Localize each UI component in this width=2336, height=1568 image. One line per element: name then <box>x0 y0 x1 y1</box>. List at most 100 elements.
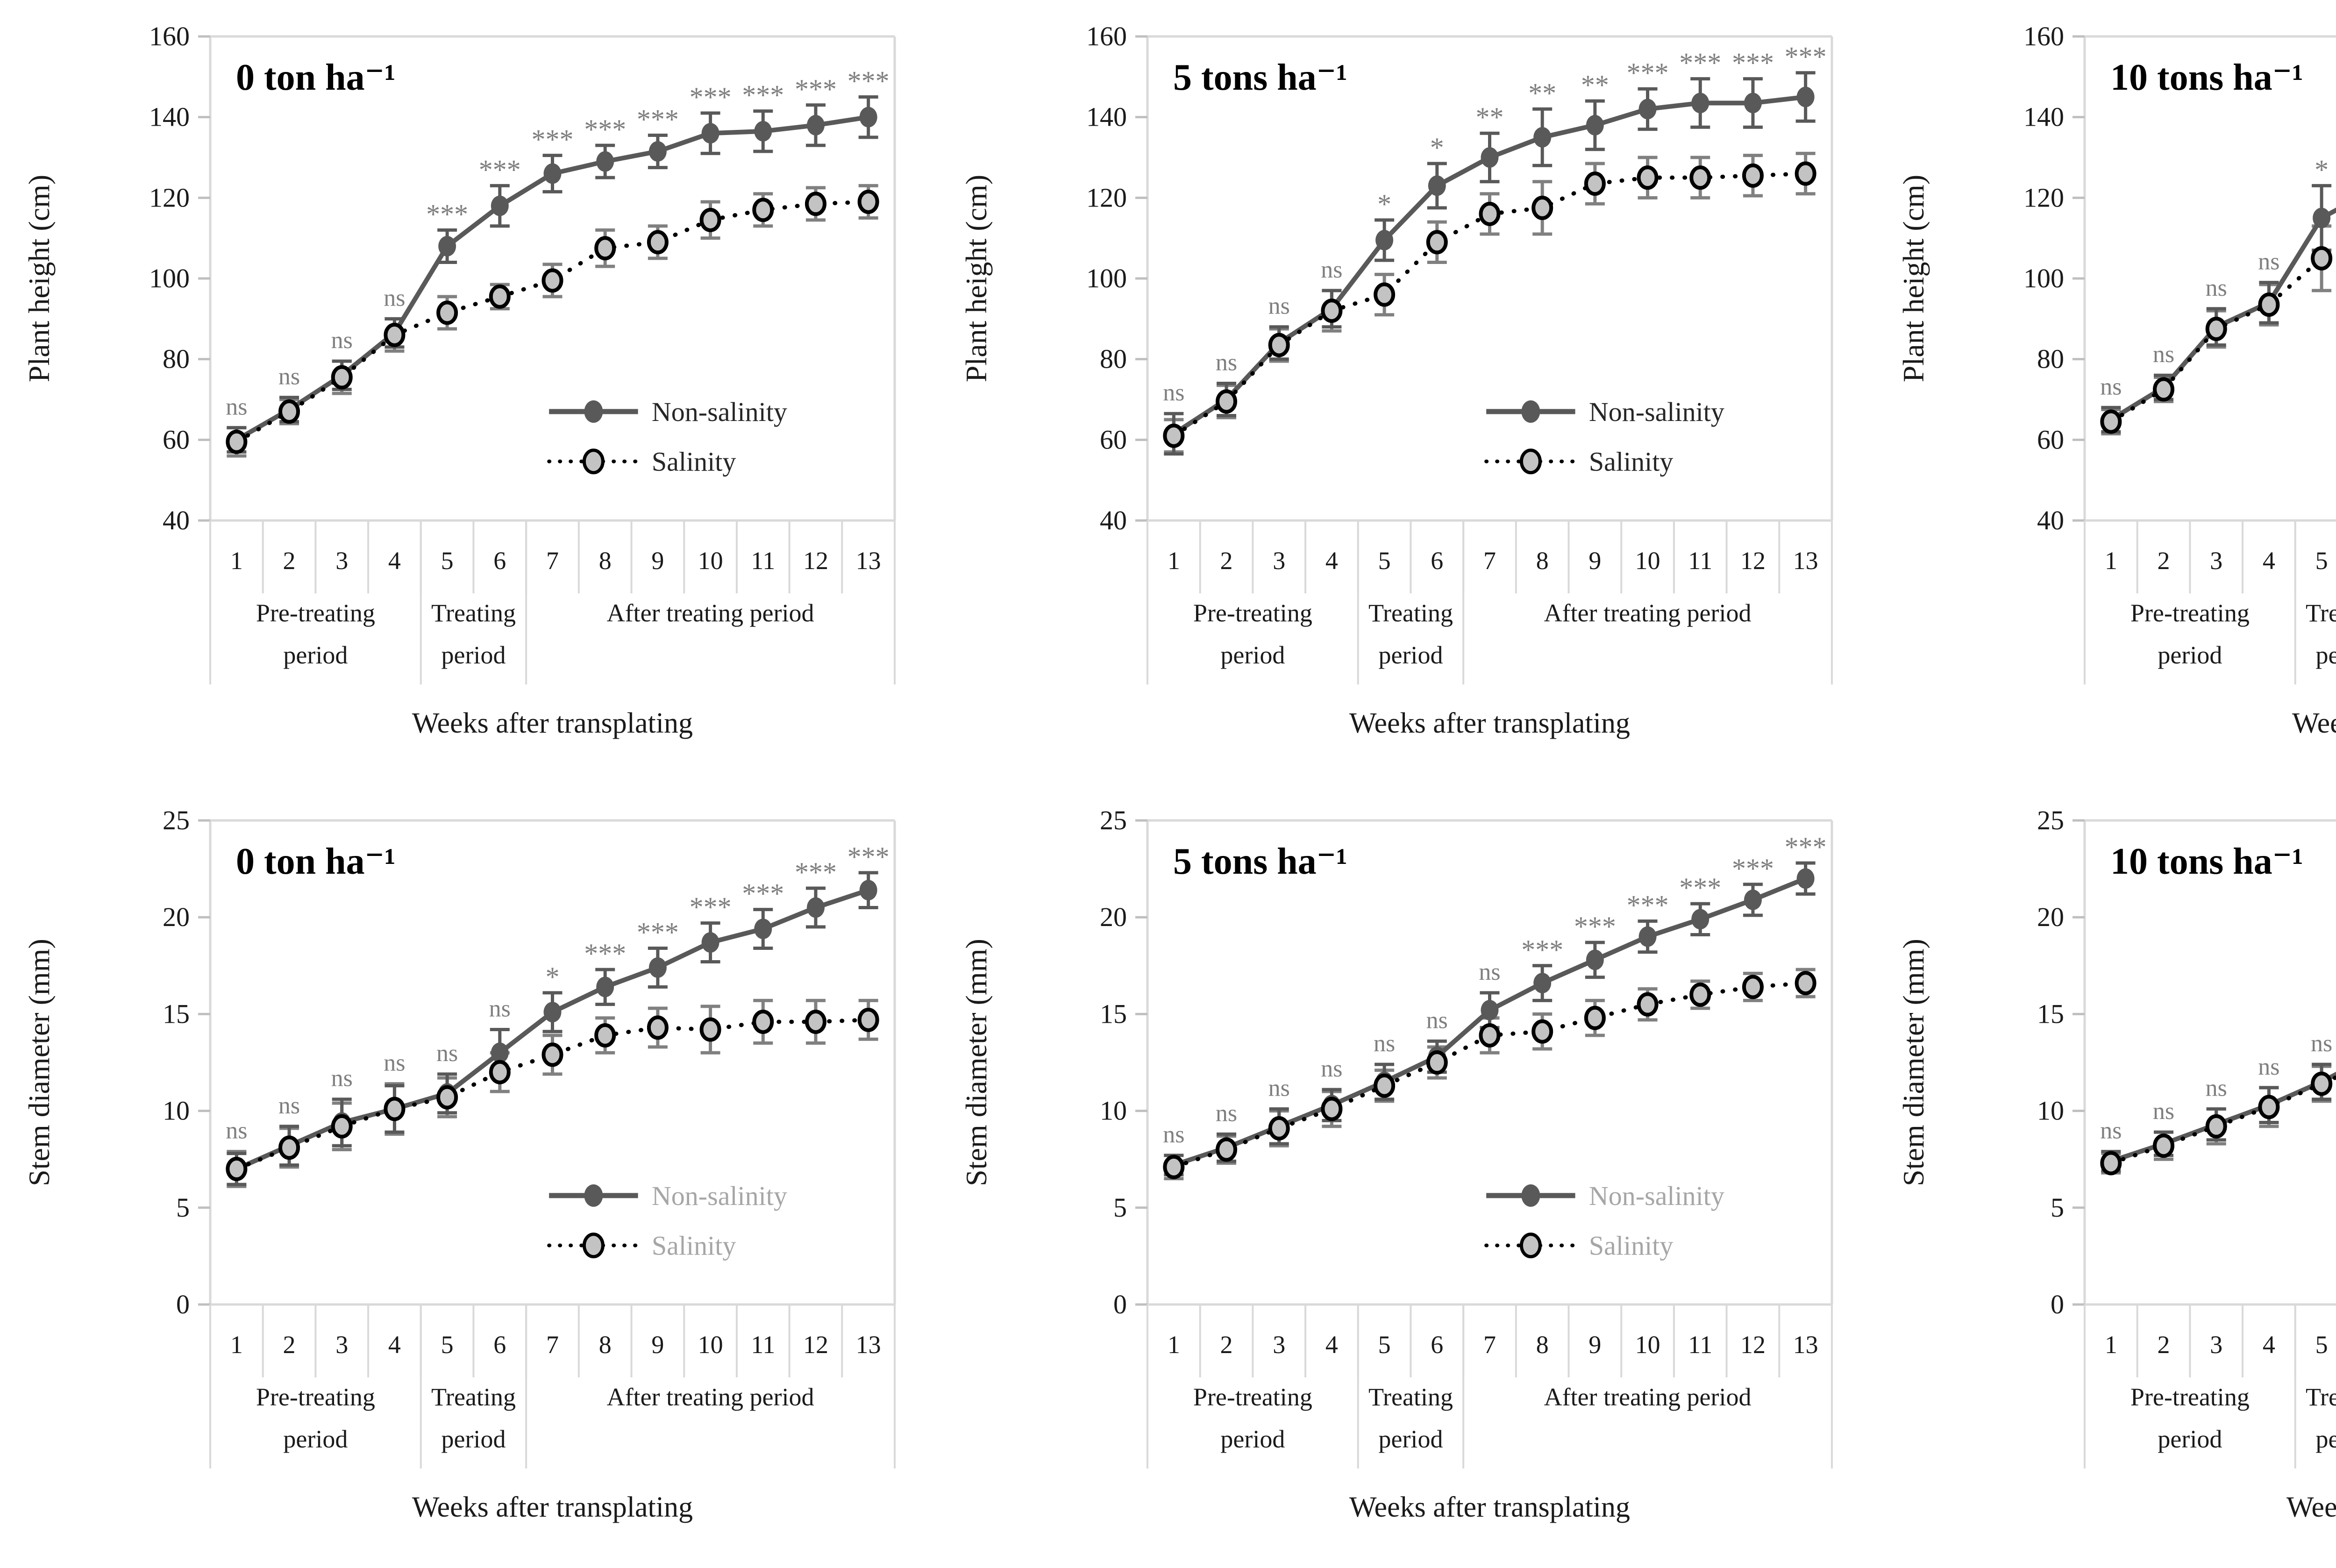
data-point-non-salinity <box>859 107 877 128</box>
data-point-salinity <box>2153 1133 2175 1158</box>
x-axis-title: Weeks after transplating <box>1349 1491 1630 1523</box>
week-label: 3 <box>1273 1331 1285 1359</box>
legend-label-non-salinity: Non-salinity <box>652 397 787 427</box>
data-point-non-salinity <box>491 1042 509 1063</box>
series-salinity-markers <box>2100 246 2333 434</box>
significance-label: ns <box>226 393 247 420</box>
chart-cell-plant-height-10tons: 160 140 120 100 80 60 40 Plant height (cm) 1 2 3 4 5… <box>1874 0 2336 784</box>
data-point-salinity <box>2205 1114 2227 1139</box>
data-point-salinity <box>699 207 721 232</box>
data-point-salinity <box>1742 975 1764 999</box>
week-label: 6 <box>493 547 506 575</box>
period-label: period <box>441 641 506 669</box>
plot-frame <box>209 819 896 1306</box>
period-label: period <box>2158 1425 2222 1453</box>
period-label: period <box>1378 1425 1443 1453</box>
significance-label: ns <box>1216 1100 1237 1126</box>
data-point-salinity <box>1163 423 1185 448</box>
week-label: 2 <box>2158 547 2170 575</box>
data-point-non-salinity <box>1744 889 1762 910</box>
significance-labels: ns ns ns ns ns ns ns *** *** *** *** *** *** <box>1163 832 1826 1148</box>
chart-title: 0 ton ha⁻¹ <box>236 57 396 98</box>
data-point-non-salinity <box>806 114 825 135</box>
significance-label: ns <box>2311 1030 2332 1057</box>
y-axis-label: Stem diameter (mm) <box>1897 939 1930 1186</box>
y-axis: 160 140 120 100 80 60 40 <box>1086 21 1147 535</box>
period-label: Treating <box>2306 599 2336 627</box>
period-label: period <box>1220 641 1285 669</box>
data-point-salinity <box>1216 1137 1238 1162</box>
chart-title: 10 tons ha⁻¹ <box>2110 841 2303 882</box>
data-point-salinity <box>1795 971 1816 996</box>
week-label: 4 <box>388 547 401 575</box>
significance-label: *** <box>1679 872 1721 903</box>
y-tick-label: 5 <box>2051 1192 2064 1223</box>
significance-label: ns <box>1321 257 1342 283</box>
data-point-non-salinity <box>1375 229 1394 250</box>
significance-label: *** <box>742 878 784 909</box>
week-label: 1 <box>1168 547 1180 575</box>
week-label: 10 <box>698 1331 723 1359</box>
y-axis: 160 140 120 100 80 60 40 <box>149 21 210 535</box>
legend-label-salinity: Salinity <box>652 1231 736 1261</box>
significance-label: ns <box>1374 1030 1395 1057</box>
y-tick-label: 120 <box>2023 182 2064 213</box>
significance-label: ns <box>226 1118 247 1144</box>
data-point-salinity <box>278 399 300 424</box>
data-point-salinity <box>384 322 406 347</box>
y-axis: 25 20 15 10 5 0 <box>2037 805 2085 1319</box>
week-label: 1 <box>2105 547 2117 575</box>
legend-label-salinity: Salinity <box>1589 1231 1673 1261</box>
data-point-non-salinity <box>1586 114 1604 135</box>
data-point-non-salinity <box>754 121 772 142</box>
data-point-salinity <box>1637 992 1659 1017</box>
week-label: 10 <box>1635 1331 1660 1359</box>
y-tick-label: 15 <box>2037 998 2064 1029</box>
y-axis-label: Stem diameter (mm) <box>22 939 56 1186</box>
period-label: After treating period <box>607 599 814 627</box>
period-label: Treating <box>1368 1383 1453 1411</box>
significance-label: *** <box>1627 57 1669 88</box>
x-axis-title: Weeks after transplating <box>412 707 693 739</box>
legend-item-non-salinity: Non-salinity <box>1486 397 1724 427</box>
data-point-non-salinity <box>859 880 877 901</box>
data-point-salinity <box>489 284 511 309</box>
week-label: 11 <box>751 1331 775 1359</box>
data-point-salinity <box>278 1135 300 1160</box>
significance-label: ns <box>1163 1121 1184 1148</box>
week-label: 5 <box>441 1331 454 1359</box>
chart-title: 0 ton ha⁻¹ <box>236 841 396 882</box>
data-point-non-salinity <box>1638 99 1657 120</box>
y-tick-label: 80 <box>1100 344 1127 374</box>
significance-label: *** <box>1679 48 1721 78</box>
chart-cell-stem-diameter-5tons: 25 20 15 10 5 0 Stem diameter (mm) 1 2 3 4 5 6 7 8 9 10 1… <box>937 784 1874 1568</box>
data-point-salinity <box>647 230 669 255</box>
significance-label: *** <box>1732 853 1774 884</box>
series-salinity-markers <box>1163 971 1816 1179</box>
data-point-salinity <box>1479 201 1501 226</box>
significance-label: *** <box>690 892 732 923</box>
significance-label: *** <box>690 82 732 113</box>
data-point-salinity <box>752 1009 774 1034</box>
week-label: 4 <box>2263 547 2275 575</box>
data-point-salinity <box>2258 1095 2280 1119</box>
week-label: 9 <box>1588 1331 1601 1359</box>
significance-label: ns <box>1321 1055 1342 1082</box>
significance-label: * <box>546 962 560 992</box>
y-axis: 25 20 15 10 5 0 <box>163 805 210 1319</box>
week-label: 13 <box>1793 547 1818 575</box>
data-point-non-salinity <box>1481 1000 1499 1021</box>
significance-label: ns <box>2100 1118 2122 1144</box>
significance-label: *** <box>584 114 626 145</box>
y-tick-label: 140 <box>149 102 190 132</box>
significance-label: *** <box>1785 42 1827 72</box>
data-point-salinity <box>857 1007 879 1032</box>
